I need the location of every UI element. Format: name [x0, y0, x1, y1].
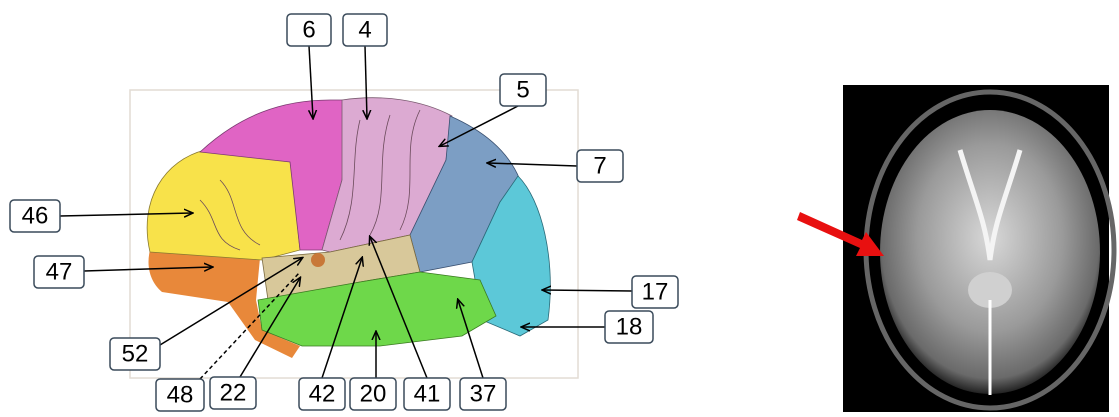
page: 6 4 5 7 46 47 17 18 52 48 22 42 20 41 37: [0, 0, 1119, 417]
label-text: 6: [302, 16, 315, 43]
label-text: 41: [414, 380, 441, 407]
pointer-line: [543, 290, 632, 291]
label-text: 17: [642, 278, 669, 305]
label-text: 48: [167, 381, 194, 408]
label-text: 4: [358, 16, 371, 43]
label-text: 46: [22, 202, 49, 229]
label-text: 47: [46, 258, 73, 285]
label-text: 5: [516, 76, 529, 103]
label-text: 20: [360, 380, 387, 407]
brain-diagram: [130, 90, 578, 378]
region-small-orange: [311, 253, 325, 267]
label-text: 22: [220, 379, 247, 406]
label-text: 52: [122, 340, 149, 367]
label-text: 7: [593, 152, 606, 179]
mri-image: [797, 85, 1114, 412]
label-text: 37: [470, 380, 497, 407]
label-text: 42: [309, 380, 336, 407]
label-text: 18: [616, 313, 643, 340]
